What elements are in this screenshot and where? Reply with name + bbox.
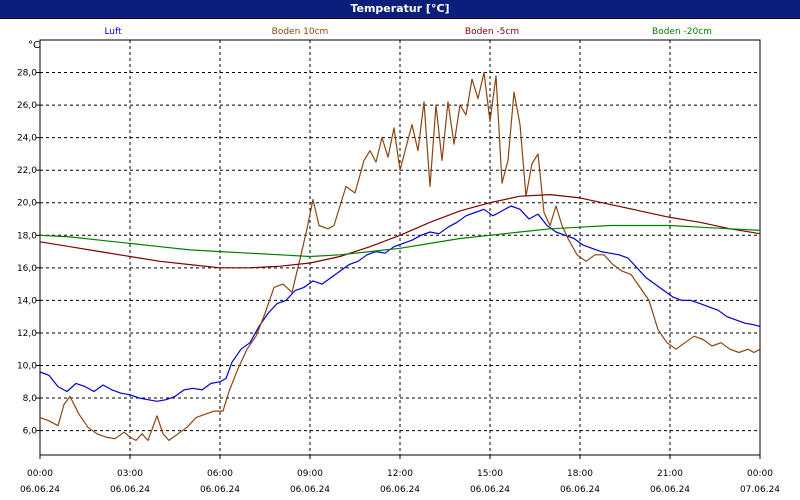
series-group (39, 71, 761, 441)
legend-entry: Boden 10cm (272, 27, 329, 37)
x-tick-date-label: 07.06.24 (740, 485, 780, 495)
y-tick-label: 20,0 (17, 199, 37, 209)
x-tick-date-label: 06.06.24 (200, 485, 240, 495)
y-axis: 6,0 8,0 10,0 12,0 14,0 16,0 18,0 20,0 22,0 24,0 26… (17, 69, 40, 437)
x-tick-date-label: 06.06.24 (20, 485, 60, 495)
x-tick-time-label: 00:00 (747, 469, 773, 479)
y-tick-label: 12,0 (17, 329, 37, 339)
x-tick-date-label: 06.06.24 (560, 485, 600, 495)
series-line-boden-10cm (39, 71, 761, 441)
x-tick-date-label: 06.06.24 (380, 485, 420, 495)
x-tick-time-label: 00:00 (27, 469, 53, 479)
x-tick-date-label: 06.06.24 (470, 485, 510, 495)
x-axis: 00:00 06.06.24 03:00 06.06.24 06:00 06.06.24 0… (20, 455, 780, 495)
y-tick-label: 10,0 (17, 361, 37, 371)
legend-entry: Luft (104, 27, 122, 37)
legend-entry: Boden -5cm (465, 27, 519, 37)
y-tick-label: 6,0 (23, 427, 38, 437)
y-tick-label: 24,0 (17, 134, 37, 144)
x-tick-time-label: 21:00 (657, 469, 683, 479)
chart-title: Temperatur [°C] (0, 0, 800, 19)
series-line-boden-20cm (39, 224, 761, 258)
y-tick-label: 28,0 (17, 69, 37, 79)
series-line-boden-5cm (39, 194, 761, 269)
x-tick-time-label: 03:00 (117, 469, 143, 479)
x-tick-time-label: 06:00 (207, 469, 233, 479)
grid (40, 40, 760, 455)
y-tick-label: 14,0 (17, 296, 37, 306)
y-tick-label: 22,0 (17, 166, 37, 176)
x-tick-date-label: 06.06.24 (650, 485, 690, 495)
x-tick-time-label: 09:00 (297, 469, 323, 479)
x-tick-time-label: 18:00 (567, 469, 593, 479)
y-axis-unit: °C (28, 40, 40, 51)
x-tick-date-label: 06.06.24 (290, 485, 330, 495)
y-tick-label: 16,0 (17, 264, 37, 274)
x-tick-date-label: 06.06.24 (110, 485, 150, 495)
x-tick-time-label: 15:00 (477, 469, 503, 479)
y-tick-label: 8,0 (23, 394, 38, 404)
legend-entry: Boden -20cm (652, 27, 712, 37)
series-line-luft (39, 205, 761, 402)
x-tick-time-label: 12:00 (387, 469, 413, 479)
y-tick-label: 18,0 (17, 231, 37, 241)
legend: Luft Boden 10cm Boden -5cm Boden -20cm (104, 27, 712, 37)
y-tick-label: 26,0 (17, 101, 37, 111)
